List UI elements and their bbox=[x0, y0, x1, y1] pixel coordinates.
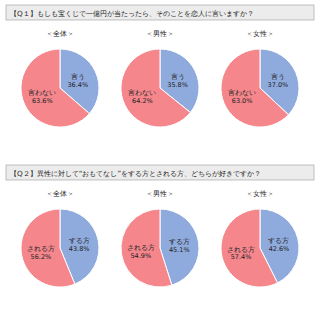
svg-text:される方56.2%: される方56.2% bbox=[27, 245, 55, 261]
svg-text:される方54.9%: される方54.9% bbox=[127, 244, 155, 260]
svg-text:言わない63.0%: 言わない63.0% bbox=[228, 89, 256, 105]
svg-text:＜全体＞: ＜全体＞ bbox=[46, 30, 74, 38]
svg-text:される方57.4%: される方57.4% bbox=[227, 245, 255, 261]
svg-text:する方43.8%: する方43.8% bbox=[69, 237, 90, 253]
svg-text:言う35.8%: 言う35.8% bbox=[167, 73, 188, 89]
svg-text:言わない63.6%: 言わない63.6% bbox=[28, 89, 56, 105]
svg-text:言う37.0%: 言う37.0% bbox=[268, 73, 289, 89]
svg-text:言わない64.2%: 言わない64.2% bbox=[128, 89, 156, 105]
svg-text:＜男性＞: ＜男性＞ bbox=[146, 190, 174, 198]
svg-text:言う36.4%: 言う36.4% bbox=[67, 73, 88, 89]
svg-text:＜女性＞: ＜女性＞ bbox=[246, 30, 274, 38]
svg-text:＜全体＞: ＜全体＞ bbox=[46, 190, 74, 198]
svg-text:する方42.6%: する方42.6% bbox=[268, 237, 289, 253]
svg-text:【Q２】異性に対して“おもてなし”をする方とされる方、どちら: 【Q２】異性に対して“おもてなし”をする方とされる方、どちらが好きですか？ bbox=[10, 169, 261, 178]
svg-text:＜男性＞: ＜男性＞ bbox=[146, 30, 174, 38]
svg-text:する方45.1%: する方45.1% bbox=[169, 238, 190, 254]
svg-text:【Q１】もしも宝くじで一億円が当たったら、そのことを恋人に言: 【Q１】もしも宝くじで一億円が当たったら、そのことを恋人に言いますか？ bbox=[10, 9, 254, 18]
svg-text:＜女性＞: ＜女性＞ bbox=[246, 190, 274, 198]
